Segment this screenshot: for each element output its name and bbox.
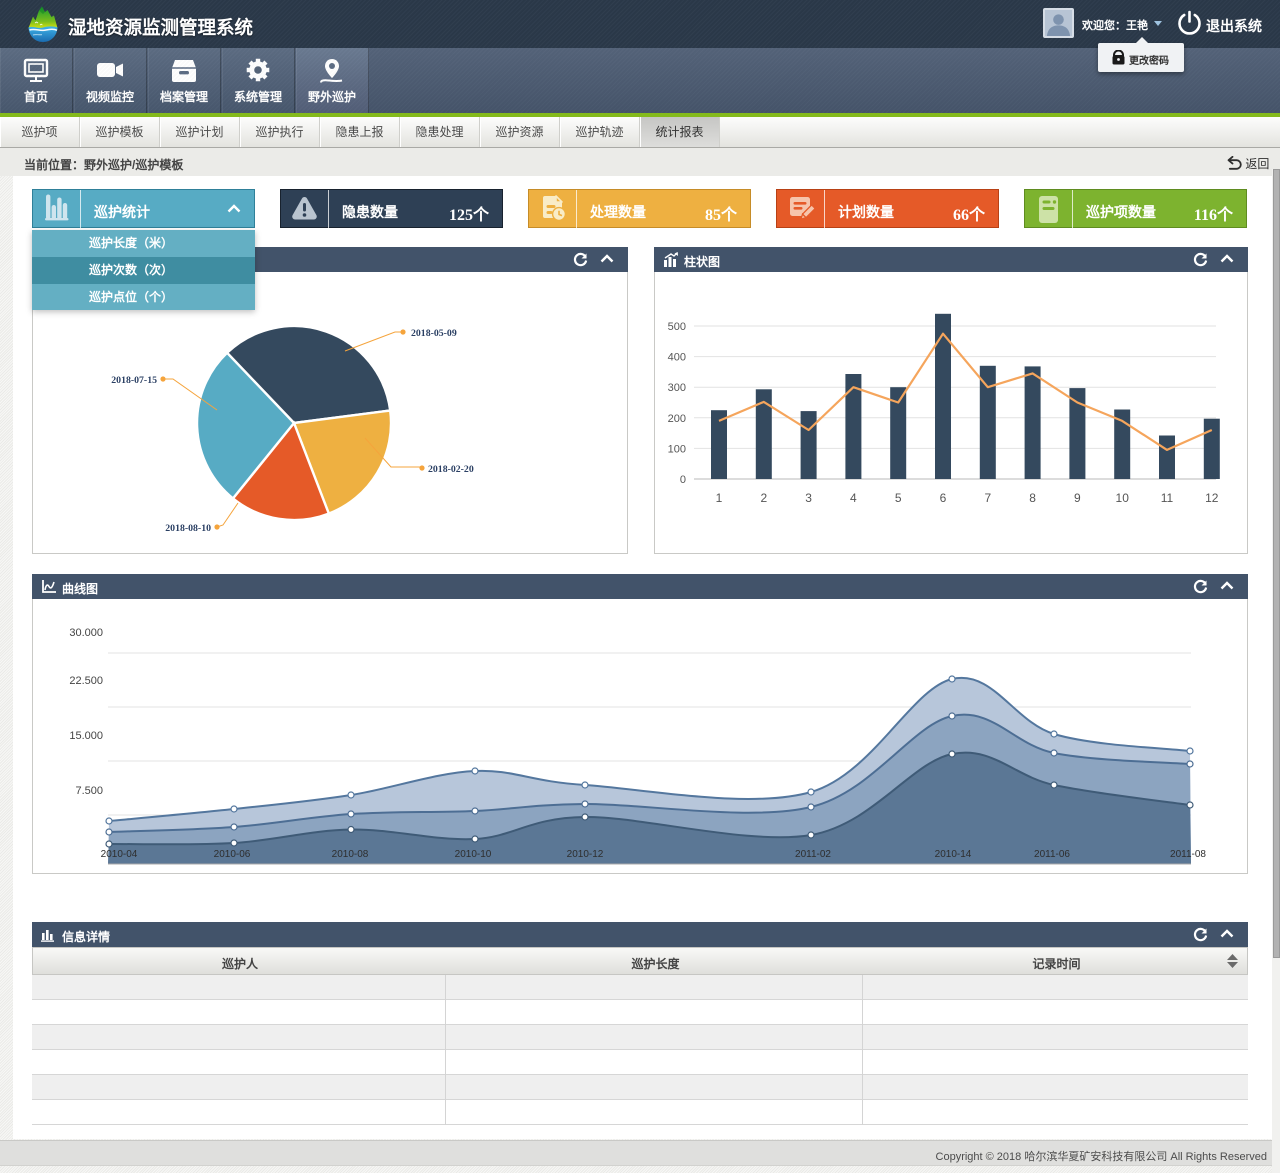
svg-text:7.500: 7.500 [75,785,103,797]
svg-text:300: 300 [668,382,686,394]
svg-text:2: 2 [760,491,767,505]
svg-text:3: 3 [805,491,812,505]
svg-text:400: 400 [668,352,686,364]
svg-text:500: 500 [668,321,686,333]
svg-text:7: 7 [984,491,991,505]
svg-text:9: 9 [1074,491,1081,505]
svg-text:5: 5 [895,491,902,505]
svg-text:0: 0 [680,474,686,486]
svg-text:4: 4 [850,491,857,505]
svg-text:2010-12: 2010-12 [567,849,604,860]
svg-text:30.000: 30.000 [69,627,103,639]
svg-text:11: 11 [1161,491,1174,505]
svg-text:6: 6 [940,491,947,505]
svg-text:15.000: 15.000 [69,730,103,742]
svg-text:2010-04: 2010-04 [101,849,138,860]
svg-text:12: 12 [1205,491,1219,505]
svg-text:2011-06: 2011-06 [1034,849,1070,860]
svg-text:2010-06: 2010-06 [214,849,251,860]
svg-text:2018-07-15: 2018-07-15 [111,375,157,386]
svg-text:2010-14: 2010-14 [935,849,972,860]
svg-text:2018-05-09: 2018-05-09 [411,328,457,339]
svg-text:2018-02-20: 2018-02-20 [428,464,474,475]
svg-text:22.500: 22.500 [69,675,103,687]
svg-text:10: 10 [1116,491,1130,505]
svg-text:2010-08: 2010-08 [332,849,369,860]
svg-text:2011-02: 2011-02 [795,849,831,860]
svg-text:200: 200 [668,413,686,425]
svg-text:2010-10: 2010-10 [455,849,492,860]
svg-text:2011-08: 2011-08 [1170,849,1206,860]
svg-text:8: 8 [1029,491,1036,505]
svg-text:1: 1 [716,491,723,505]
svg-text:2018-08-10: 2018-08-10 [165,523,211,534]
svg-text:100: 100 [668,443,686,455]
